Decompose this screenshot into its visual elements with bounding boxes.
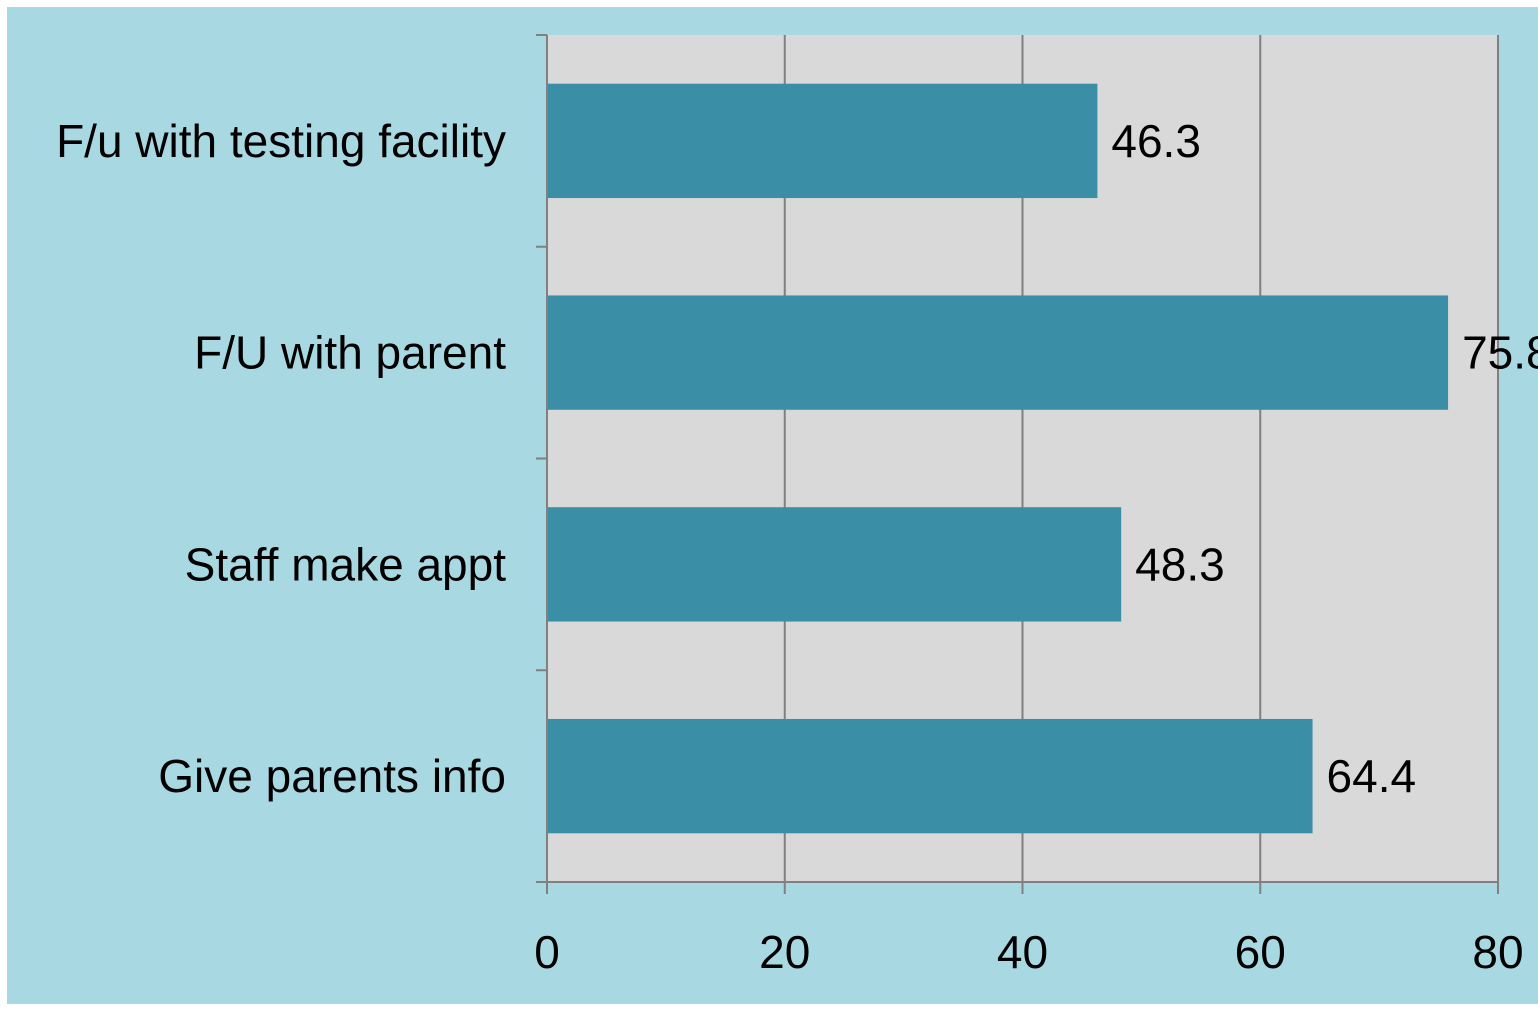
data-label: 75.8 xyxy=(1462,327,1538,379)
x-tick-label: 60 xyxy=(1235,926,1286,978)
bar xyxy=(547,718,1313,834)
axes xyxy=(536,34,1499,894)
x-tick-label: 40 xyxy=(997,926,1048,978)
bar xyxy=(547,507,1122,622)
x-tick-label: 0 xyxy=(534,926,560,978)
bars xyxy=(547,83,1449,834)
category-label: F/u with testing facility xyxy=(56,115,506,167)
bar xyxy=(547,295,1449,410)
data-label: 48.3 xyxy=(1135,538,1225,590)
bar xyxy=(547,83,1098,199)
category-label: F/U with parent xyxy=(194,327,506,379)
labels: 46.3 F/u with testing facility 75.8 F/U wit… xyxy=(56,115,1538,978)
data-label: 46.3 xyxy=(1111,115,1201,167)
data-label: 64.4 xyxy=(1327,750,1417,802)
category-label: Give parents info xyxy=(158,750,506,802)
x-tick-label: 80 xyxy=(1472,926,1523,978)
x-tick-label: 20 xyxy=(759,926,810,978)
category-label: Staff make appt xyxy=(185,538,507,590)
